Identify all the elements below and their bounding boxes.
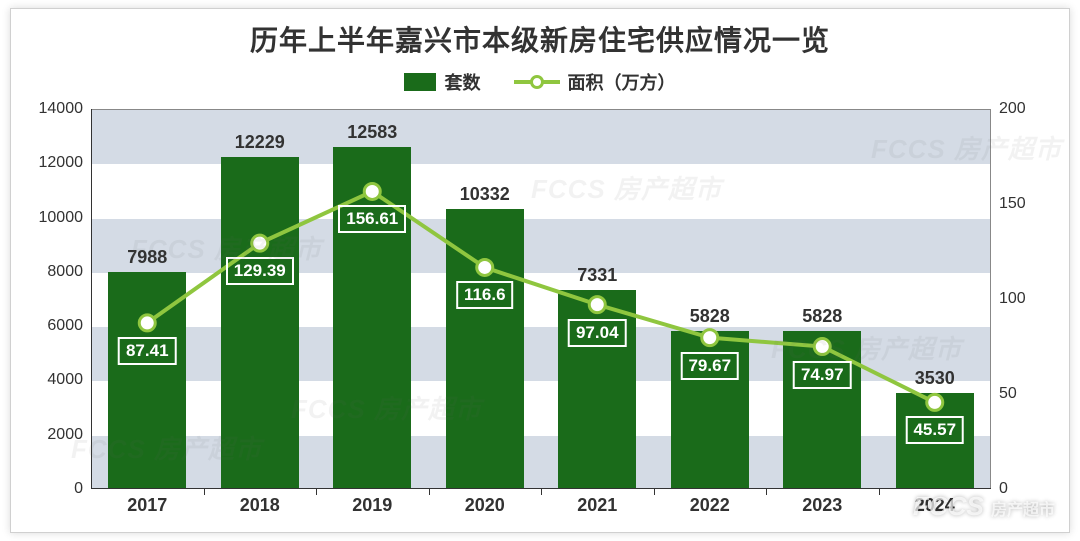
x-tick-mark <box>541 489 542 495</box>
chart-title: 历年上半年嘉兴市本级新房住宅供应情况一览 <box>11 19 1069 59</box>
y-right-tick-label: 50 <box>999 385 1017 403</box>
line-value-box: 116.6 <box>456 281 514 309</box>
watermark: FCCS 房产超市 <box>531 169 722 206</box>
line-value-box: 45.57 <box>905 416 964 444</box>
line-value-box: 87.41 <box>118 337 177 365</box>
y-left-tick-label: 14000 <box>39 100 84 118</box>
watermark: FCCS 房产超市 <box>291 389 482 426</box>
bar-value-label: 12229 <box>235 132 285 153</box>
x-tick-label: 2019 <box>352 495 392 516</box>
y-left-tick-label: 10000 <box>39 209 84 227</box>
x-tick-mark <box>429 489 430 495</box>
bar-value-label: 10332 <box>460 184 510 205</box>
x-tick-label: 2017 <box>127 495 167 516</box>
bar: 10332 <box>446 209 524 489</box>
y-right-tick-label: 200 <box>999 100 1026 118</box>
x-tick-label: 2022 <box>690 495 730 516</box>
watermark-logo-text: FCCS <box>913 491 984 521</box>
line-value-box: 79.67 <box>680 352 739 380</box>
x-tick-mark <box>654 489 655 495</box>
watermark-logo-sub: 房产超市 <box>991 502 1055 519</box>
watermark: FCCS 房产超市 <box>71 429 262 466</box>
y-left-tick-label: 8000 <box>47 263 83 281</box>
x-tick-label: 2020 <box>465 495 505 516</box>
watermark: FCCS 房产超市 <box>771 329 962 366</box>
bar-value-label: 7331 <box>577 265 617 286</box>
x-tick-label: 2023 <box>802 495 842 516</box>
watermark: FCCS 房产超市 <box>131 229 322 266</box>
watermark: FCCS 房产超市 <box>871 129 1062 166</box>
watermark-logo: FCCS 房产超市 <box>913 491 1055 522</box>
legend-line-dot <box>530 75 544 89</box>
y-right-tick-label: 100 <box>999 290 1026 308</box>
chart-container: 历年上半年嘉兴市本级新房住宅供应情况一览 套数 面积（万方） 798812229… <box>10 8 1070 533</box>
line-value-box: 97.04 <box>568 319 627 347</box>
bar-value-label: 5828 <box>802 306 842 327</box>
legend-bar-item: 套数 <box>404 69 480 95</box>
legend: 套数 面积（万方） <box>11 69 1069 96</box>
line-value-box: 156.61 <box>338 205 406 233</box>
x-tick-label: 2021 <box>577 495 617 516</box>
x-tick-mark <box>204 489 205 495</box>
y-left-tick-label: 0 <box>74 480 83 498</box>
legend-bar-label: 套数 <box>444 69 480 95</box>
x-tick-mark <box>316 489 317 495</box>
bar-value-label: 5828 <box>690 306 730 327</box>
y-right-tick-label: 150 <box>999 195 1026 213</box>
x-tick-mark <box>766 489 767 495</box>
legend-line-item: 面积（万方） <box>514 69 676 95</box>
y-left-tick-label: 4000 <box>47 371 83 389</box>
bar-value-label: 3530 <box>915 368 955 389</box>
legend-bar-swatch <box>404 73 436 91</box>
legend-line-swatch <box>514 73 560 91</box>
bar-value-label: 12583 <box>347 122 397 143</box>
legend-line-label: 面积（万方） <box>568 69 676 95</box>
y-left-tick-label: 6000 <box>47 317 83 335</box>
y-left-tick-label: 12000 <box>39 154 84 172</box>
x-tick-mark <box>879 489 880 495</box>
x-tick-label: 2018 <box>240 495 280 516</box>
bar: 12583 <box>333 147 411 489</box>
